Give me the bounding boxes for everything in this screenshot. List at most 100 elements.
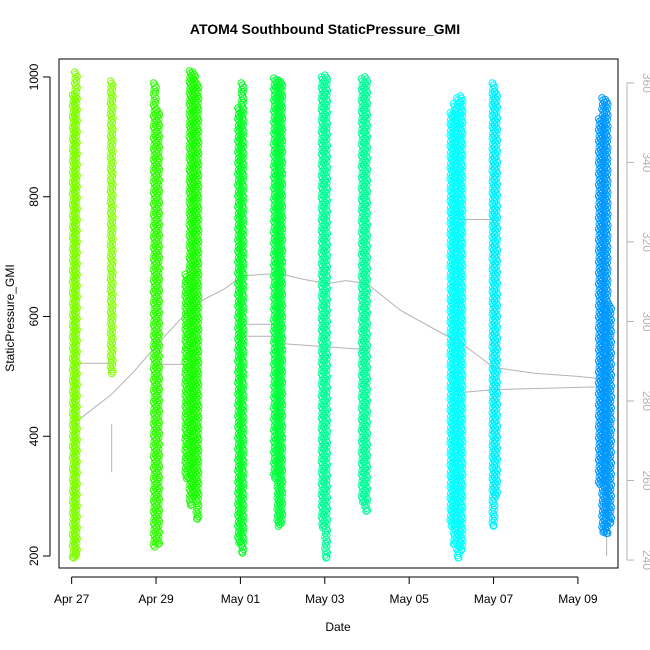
data-point bbox=[73, 237, 81, 246]
data-point bbox=[73, 303, 81, 312]
data-point bbox=[73, 182, 81, 191]
profile-series bbox=[70, 68, 81, 560]
data-point bbox=[73, 512, 81, 521]
data-point bbox=[109, 202, 117, 211]
data-point bbox=[73, 468, 81, 477]
data-point bbox=[155, 462, 164, 471]
data-point bbox=[109, 268, 117, 277]
data-point bbox=[73, 369, 81, 378]
data-point bbox=[73, 325, 81, 334]
data-point bbox=[73, 314, 81, 323]
data-point bbox=[109, 136, 117, 145]
data-point bbox=[73, 171, 81, 180]
data-point bbox=[109, 290, 117, 299]
data-point bbox=[73, 281, 81, 290]
data-point bbox=[73, 446, 81, 455]
data-point bbox=[73, 391, 81, 400]
data-point bbox=[155, 352, 164, 361]
data-point bbox=[73, 94, 81, 103]
data-point bbox=[73, 336, 81, 345]
data-point bbox=[109, 301, 117, 310]
data-point bbox=[155, 253, 164, 262]
data-point bbox=[155, 374, 164, 383]
data-point bbox=[73, 116, 81, 125]
data-point bbox=[155, 187, 164, 196]
data-point bbox=[73, 149, 81, 158]
data-point bbox=[155, 121, 164, 130]
data-point bbox=[73, 358, 81, 367]
data-point bbox=[155, 308, 164, 317]
data-point bbox=[155, 143, 164, 152]
data-point bbox=[155, 209, 164, 218]
data-point bbox=[109, 257, 117, 266]
data-point bbox=[109, 125, 117, 134]
data-point bbox=[109, 213, 117, 222]
data-point bbox=[155, 176, 164, 185]
data-point bbox=[109, 323, 117, 332]
data-point bbox=[73, 248, 81, 257]
data-point bbox=[155, 110, 164, 119]
x-axis-label: Date bbox=[325, 620, 351, 634]
data-point bbox=[73, 380, 81, 389]
grey-segment bbox=[493, 386, 607, 391]
data-point bbox=[155, 528, 164, 537]
data-point bbox=[73, 193, 81, 202]
grey-trajectory-line bbox=[75, 272, 607, 431]
data-point bbox=[72, 552, 80, 560]
data-point bbox=[155, 418, 164, 427]
data-point bbox=[109, 114, 117, 123]
data-point bbox=[73, 83, 81, 92]
data-point bbox=[155, 231, 164, 240]
data-point bbox=[155, 363, 164, 372]
data-point bbox=[155, 429, 164, 438]
data-point bbox=[154, 540, 162, 548]
data-point bbox=[109, 103, 117, 112]
data-point bbox=[109, 191, 117, 200]
data-point bbox=[73, 226, 81, 235]
data-point bbox=[73, 534, 81, 543]
data-point bbox=[73, 72, 81, 81]
data-point bbox=[109, 180, 117, 189]
data-point bbox=[73, 138, 81, 147]
data-point bbox=[109, 246, 117, 255]
data-point bbox=[155, 286, 164, 295]
grey-lines bbox=[75, 219, 608, 556]
data-point bbox=[155, 440, 164, 449]
data-point bbox=[73, 347, 81, 356]
data-point bbox=[155, 495, 164, 504]
data-point bbox=[149, 541, 158, 549]
data-point bbox=[109, 334, 117, 343]
data-point bbox=[155, 165, 164, 174]
data-point bbox=[73, 501, 81, 510]
data-point bbox=[73, 215, 81, 224]
data-point bbox=[107, 369, 116, 378]
profile-series bbox=[153, 106, 164, 548]
data-point bbox=[73, 457, 81, 466]
data-point bbox=[155, 264, 164, 273]
data-point bbox=[109, 158, 117, 167]
data-point bbox=[152, 83, 160, 92]
data-point bbox=[155, 319, 164, 328]
y-axis-label: StaticPressure_GMI bbox=[3, 264, 17, 371]
data-point bbox=[73, 479, 81, 488]
data-point bbox=[109, 235, 117, 244]
data-point bbox=[109, 224, 117, 233]
profile-series bbox=[491, 88, 502, 500]
data-point bbox=[155, 396, 164, 405]
data-point bbox=[73, 270, 81, 279]
data-point bbox=[155, 242, 164, 251]
data-point bbox=[73, 127, 81, 136]
grey-segment bbox=[461, 389, 494, 393]
data-point bbox=[155, 330, 164, 339]
data-point bbox=[155, 132, 164, 141]
data-point bbox=[155, 198, 164, 207]
data-point bbox=[155, 297, 164, 306]
data-point bbox=[73, 259, 81, 268]
data-point bbox=[73, 402, 81, 411]
data-point bbox=[73, 424, 81, 433]
data-point bbox=[109, 345, 117, 354]
data-point bbox=[155, 275, 164, 284]
data-point bbox=[109, 81, 117, 90]
profile-series bbox=[106, 77, 117, 378]
